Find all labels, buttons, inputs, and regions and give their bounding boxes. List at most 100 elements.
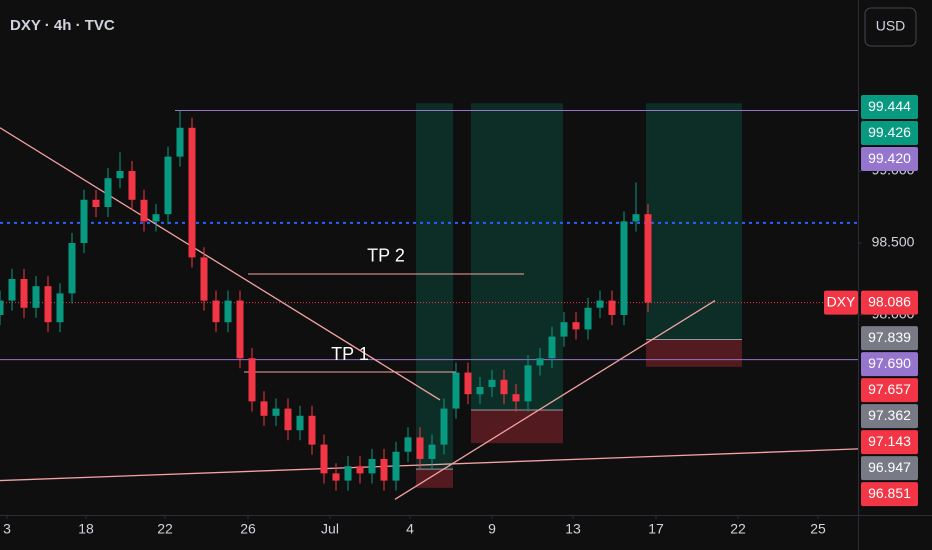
candle-body [164, 156, 172, 215]
x-tick-label: 17 [648, 521, 664, 537]
candle-body [512, 394, 520, 402]
x-tick-label: Jul [321, 521, 339, 537]
price-tag: 98.086 DXY [824, 290, 918, 315]
candle-body [200, 257, 208, 301]
price-tag: 97.362 [861, 404, 918, 429]
candle-body [224, 300, 232, 323]
target-zone [646, 103, 742, 340]
price-tag-box [861, 95, 918, 120]
x-tick-label: 3 [3, 521, 11, 537]
candle-body [236, 300, 244, 359]
candle-body [440, 408, 448, 445]
stop-zone [416, 469, 453, 488]
candle-body [404, 437, 412, 452]
price-tag-box [861, 352, 918, 377]
candle-body [56, 293, 64, 323]
price-tag-label: 97.690 [868, 355, 911, 371]
candle-body [68, 242, 76, 294]
candle-body [620, 221, 628, 315]
candle-body [176, 127, 184, 157]
candle-body [380, 458, 388, 481]
candle-body [296, 415, 304, 431]
candle-body [8, 278, 16, 301]
price-tag-label: 97.657 [868, 381, 911, 397]
candle-body [116, 170, 124, 179]
candle-body [332, 473, 340, 481]
candle-body [212, 300, 220, 323]
price-tag-label: 99.444 [868, 98, 911, 114]
candle-body [428, 444, 436, 459]
candle-body [632, 214, 640, 222]
candle-body [32, 286, 40, 308]
price-tag: 97.690 [861, 352, 918, 377]
x-tick-label: 9 [488, 521, 496, 537]
tp-label: TP 2 [367, 246, 405, 266]
y-tick-label: 98.500 [872, 234, 915, 250]
candle-body [80, 199, 88, 243]
x-tick-label: 22 [730, 521, 746, 537]
stop-zone [646, 339, 742, 367]
symbol-tag-box [824, 290, 858, 315]
price-tag-box [861, 482, 918, 507]
trendline [0, 127, 441, 401]
candle-body [140, 199, 148, 222]
price-tag-box [861, 290, 918, 315]
candle-body [248, 358, 256, 402]
candle-body [560, 322, 568, 337]
candle-body [500, 379, 508, 395]
x-tick-label: 13 [565, 521, 581, 537]
price-tag-label: 97.839 [868, 329, 911, 345]
x-tick-label: 26 [240, 521, 256, 537]
price-tag: 99.420 [861, 147, 918, 172]
price-tag: 97.657 [861, 378, 918, 403]
plot-area: TP 2 TP 1 [0, 103, 858, 500]
candle-body [596, 300, 604, 308]
candle-body [416, 437, 424, 459]
currency-button[interactable] [864, 7, 917, 47]
candle-body [476, 386, 484, 395]
x-tick-label: 18 [78, 521, 94, 537]
price-tag: 96.947 [861, 456, 918, 481]
x-tick-label: 25 [810, 521, 826, 537]
candle-body [152, 214, 160, 222]
price-tag-box [861, 378, 918, 403]
price-tag-label: 99.426 [868, 124, 911, 140]
candle-body [644, 214, 652, 303]
trendline [394, 300, 716, 500]
candle-body [320, 444, 328, 474]
candle-body [104, 178, 112, 207]
candle-body [20, 278, 28, 308]
symbol-tag-label: DXY [827, 293, 856, 309]
currency-label[interactable]: USD [876, 18, 906, 34]
trendline [0, 448, 858, 482]
candle-body [128, 170, 136, 200]
price-tag: 97.839 [861, 326, 918, 351]
price-tag-label: 98.086 [868, 293, 911, 309]
tp-label: TP 1 [331, 344, 369, 364]
candle-body [92, 199, 100, 207]
candle-body [452, 372, 460, 409]
stop-zone [471, 410, 563, 444]
price-tag: 96.851 [861, 482, 918, 507]
candle-body [392, 451, 400, 481]
candle-body [356, 466, 364, 474]
candle-body [260, 401, 268, 416]
price-tags: 99.444 99.426 99.420 98.086 DXY 97.839 97.690 9… [824, 95, 918, 507]
price-tag: 99.444 [861, 95, 918, 120]
price-tag-label: 97.362 [868, 407, 911, 423]
candle-body [608, 300, 616, 315]
candle-body [0, 300, 4, 315]
symbol-title: DXY · 4h · TVC [10, 17, 115, 34]
x-tick-label: 22 [157, 521, 173, 537]
candle-body [572, 322, 580, 330]
price-tag-box [861, 404, 918, 429]
candle-body [536, 358, 544, 366]
candle-body [488, 379, 496, 387]
price-tag-box [861, 121, 918, 146]
price-tag-label: 97.143 [868, 433, 911, 449]
candle-body [308, 415, 316, 445]
candle-body [548, 336, 556, 359]
